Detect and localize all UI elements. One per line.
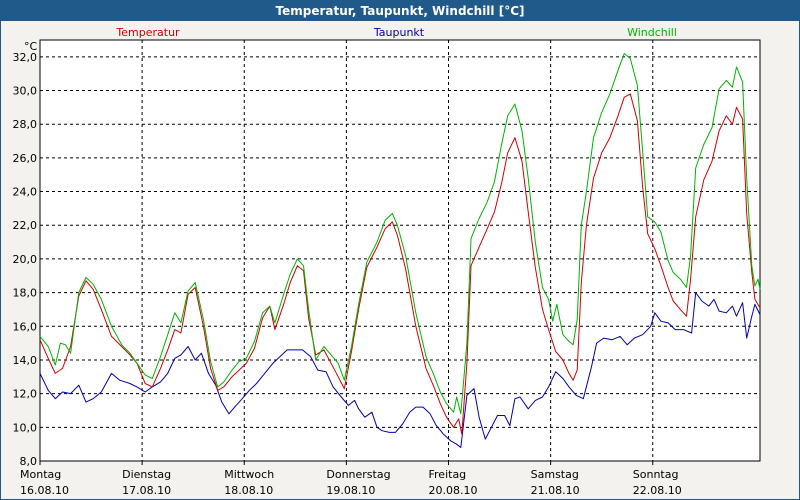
x-axis-ticks: Montag 16.08.10 Dienstag 17.08.10 Mittwoch 18…: [20, 461, 682, 497]
y-tick-label: 12,0: [13, 388, 38, 401]
y-tick-label: 16,0: [13, 320, 38, 333]
x-tick-day: Montag: [20, 468, 61, 481]
x-tick-day: Donnerstag: [326, 468, 390, 481]
x-tick-date: 16.08.10: [20, 484, 69, 497]
y-tick-label: 22,0: [13, 219, 38, 232]
y-tick-label: 24,0: [13, 186, 38, 199]
x-tick-day: Samstag: [531, 468, 579, 481]
legend-temperatur: Temperatur: [115, 26, 180, 39]
series-line-taupunkt: [39, 292, 761, 448]
legend-windchill: Windchill: [627, 26, 677, 39]
x-tick-date: 17.08.10: [122, 484, 171, 497]
x-tick-date: 19.08.10: [326, 484, 375, 497]
series-layer: [39, 53, 761, 448]
x-tick-day: Sonntag: [633, 468, 679, 481]
y-tick-label: 26,0: [13, 152, 38, 165]
x-tick-day: Mittwoch: [224, 468, 274, 481]
y-tick-label: 30,0: [13, 85, 38, 98]
y-tick-label: 18,0: [13, 287, 38, 300]
chart-title: Temperatur, Taupunkt, Windchill [°C]: [1, 1, 799, 21]
series-line-windchill: [39, 53, 761, 415]
x-tick-date: 20.08.10: [429, 484, 478, 497]
x-tick-day: Freitag: [429, 468, 467, 481]
x-tick-date: 21.08.10: [531, 484, 580, 497]
y-axis-ticks: 8,0 10,0 12,0 14,0 16,0 18,0 20,0 22,0 24,0 26,0 2…: [13, 51, 38, 468]
y-tick-label: 28,0: [13, 118, 38, 131]
y-tick-label: 10,0: [13, 421, 38, 434]
x-tick-day: Dienstag: [122, 468, 171, 481]
legend-taupunkt: Taupunkt: [373, 26, 425, 39]
x-tick-date: 18.08.10: [224, 484, 273, 497]
y-tick-label: 14,0: [13, 354, 38, 367]
y-tick-label: 20,0: [13, 253, 38, 266]
plot-area: [39, 39, 761, 462]
x-tick-date: 22.08.10: [633, 484, 682, 497]
y-tick-label: 32,0: [13, 51, 38, 64]
series-line-temperatur: [39, 93, 761, 435]
y-tick-label: 8,0: [20, 455, 38, 468]
y-unit-label: °C: [24, 40, 38, 53]
